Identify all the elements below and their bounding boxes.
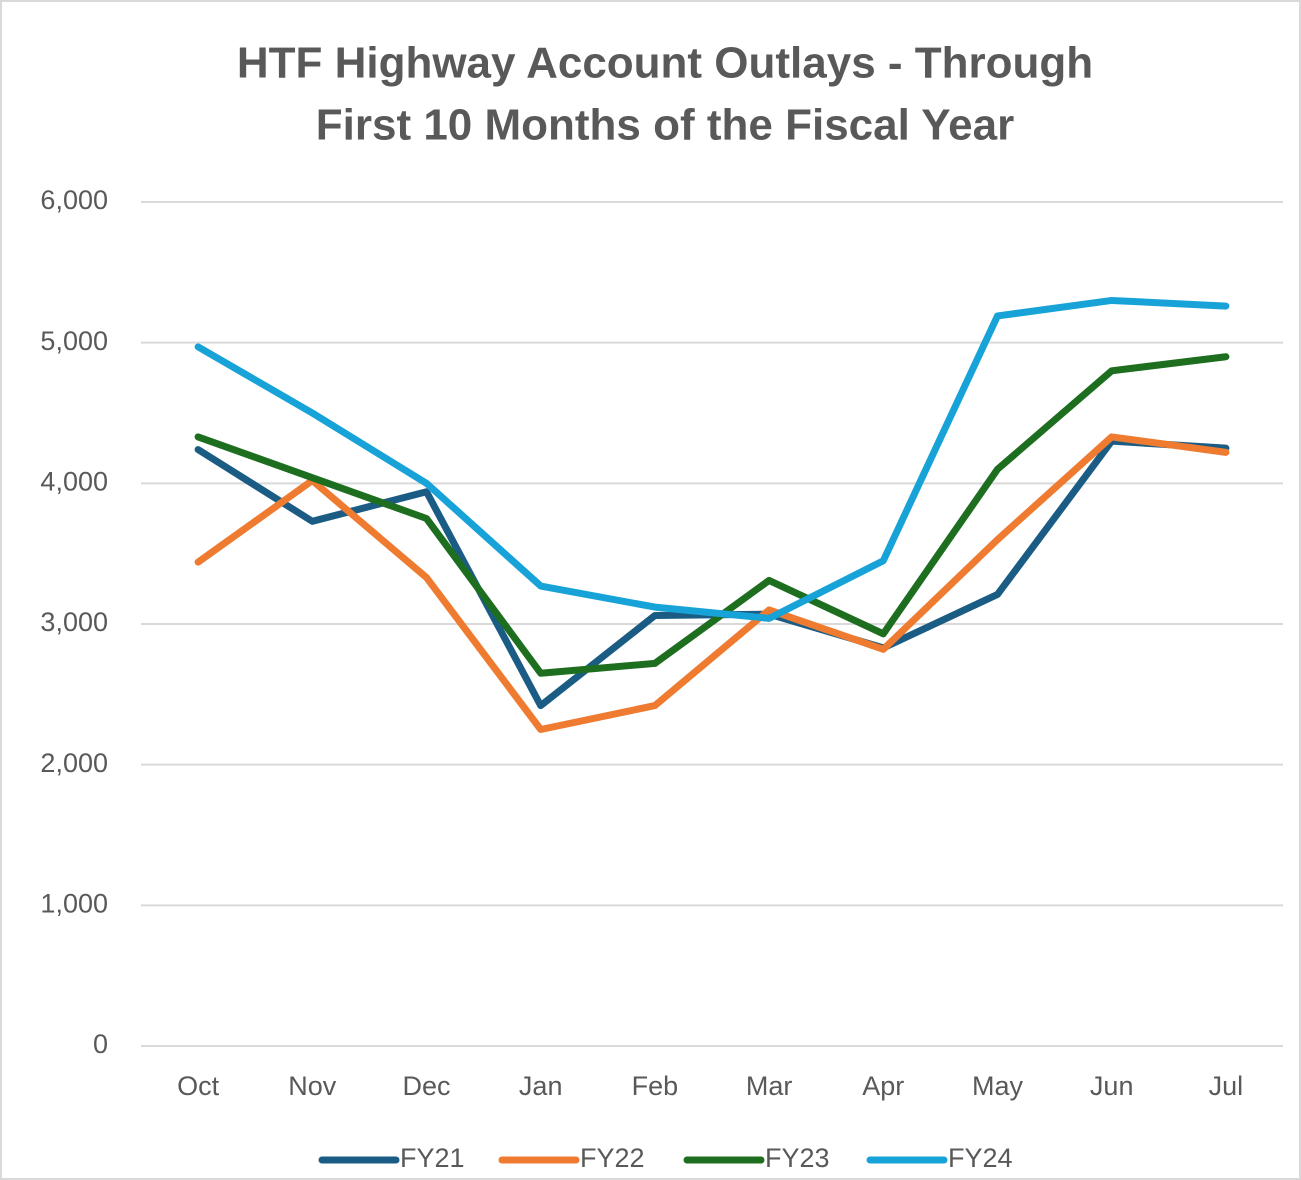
x-tick-label: Jul — [1209, 1071, 1244, 1101]
x-tick-label: Dec — [402, 1071, 450, 1101]
y-tick-label: 0 — [93, 1029, 108, 1059]
x-tick-label: May — [972, 1071, 1024, 1101]
legend-label: FY24 — [948, 1143, 1013, 1173]
line-series — [194, 433, 1230, 733]
x-tick-label: Nov — [288, 1071, 337, 1101]
y-tick-label: 4,000 — [40, 466, 108, 496]
chart-title: HTF Highway Account Outlays - Through — [237, 39, 1093, 88]
y-tick-label: 2,000 — [40, 748, 108, 778]
x-tick-label: Apr — [862, 1071, 904, 1101]
legend-label: FY22 — [580, 1143, 645, 1173]
y-tick-label: 1,000 — [40, 888, 108, 918]
x-tick-label: Oct — [177, 1071, 220, 1101]
x-tick-label: Mar — [746, 1071, 793, 1101]
y-tick-label: 3,000 — [40, 607, 108, 637]
legend-label: FY23 — [765, 1143, 830, 1173]
line-series — [194, 353, 1230, 677]
legend-label: FY21 — [400, 1143, 465, 1173]
y-tick-label: 5,000 — [40, 326, 108, 356]
x-tick-label: Jan — [519, 1071, 563, 1101]
x-tick-label: Jun — [1090, 1071, 1134, 1101]
y-tick-label: 6,000 — [40, 185, 108, 215]
chart-title: First 10 Months of the Fiscal Year — [316, 101, 1015, 150]
x-tick-label: Feb — [632, 1071, 679, 1101]
line-series — [194, 296, 1230, 622]
